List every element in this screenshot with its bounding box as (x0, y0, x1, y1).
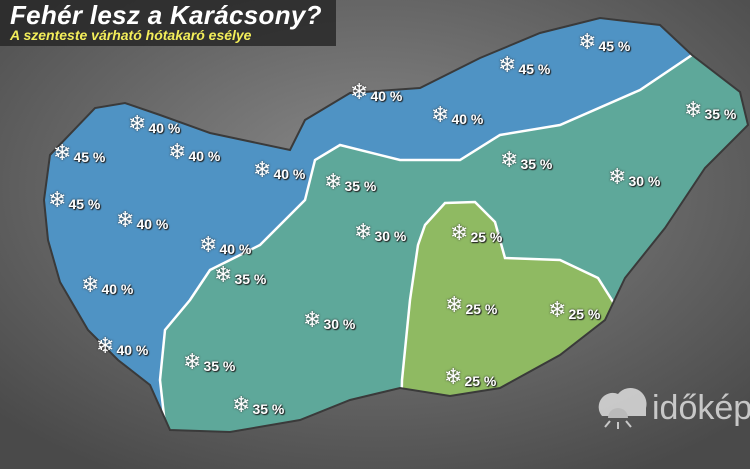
snowflake-icon: ❄ (350, 79, 369, 104)
chance-label: 40 % (273, 166, 306, 182)
snowflake-icon: ❄ (498, 52, 517, 77)
chance-label: 35 % (520, 156, 553, 172)
chance-label: 40 % (136, 216, 169, 232)
chance-label: 40 % (101, 281, 134, 297)
snow-chance-marker: ❄ 30 % (303, 307, 356, 333)
chance-label: 25 % (465, 301, 498, 317)
snowflake-icon: ❄ (354, 219, 373, 244)
chance-label: 30 % (323, 316, 356, 332)
snowflake-icon: ❄ (96, 333, 115, 358)
snowflake-icon: ❄ (431, 102, 450, 127)
map-subtitle: A szenteste várható hótakaró esélye (10, 27, 252, 43)
chance-label: 40 % (370, 88, 403, 104)
snowflake-icon: ❄ (450, 220, 469, 245)
snowflake-icon: ❄ (324, 169, 343, 194)
map-title: Fehér lesz a Karácsony? (10, 0, 322, 30)
snowflake-icon: ❄ (444, 364, 463, 389)
sun-cloud-icon (598, 387, 647, 429)
chance-label: 35 % (344, 178, 377, 194)
snowflake-icon: ❄ (608, 164, 627, 189)
chance-label: 35 % (704, 106, 737, 122)
snowflake-icon: ❄ (303, 307, 322, 332)
chance-label: 45 % (518, 61, 551, 77)
snowflake-icon: ❄ (578, 29, 597, 54)
chance-label: 40 % (188, 148, 221, 164)
chance-label: 45 % (68, 196, 101, 212)
snowflake-icon: ❄ (500, 147, 519, 172)
snow-chance-marker: ❄ 40 % (128, 111, 181, 137)
chance-label: 25 % (464, 373, 497, 389)
snow-chance-marker: ❄ 25 % (445, 292, 498, 318)
snow-chance-marker: ❄ 35 % (232, 392, 285, 418)
snow-chance-marker: ❄ 35 % (324, 169, 377, 195)
snow-chance-marker: ❄ 40 % (116, 207, 169, 233)
chance-label: 40 % (219, 241, 252, 257)
snowflake-icon: ❄ (548, 297, 567, 322)
snow-chance-marker: ❄ 40 % (253, 157, 306, 183)
chance-label: 25 % (568, 306, 601, 322)
snowflake-icon: ❄ (253, 157, 272, 182)
snowflake-icon: ❄ (81, 272, 100, 297)
snow-chance-marker: ❄ 30 % (608, 164, 661, 190)
snowflake-icon: ❄ (232, 392, 251, 417)
snow-chance-marker: ❄ 35 % (684, 97, 737, 123)
chance-label: 30 % (374, 228, 407, 244)
snow-chance-marker: ❄ 45 % (578, 29, 631, 55)
chance-label: 40 % (451, 111, 484, 127)
snowflake-icon: ❄ (116, 207, 135, 232)
snowflake-icon: ❄ (128, 111, 147, 136)
idokep-logo: időkép (596, 386, 750, 430)
snowflake-icon: ❄ (214, 262, 233, 287)
snowflake-icon: ❄ (183, 349, 202, 374)
snow-chance-marker: ❄ 45 % (53, 140, 106, 166)
snowflake-icon: ❄ (199, 232, 218, 257)
snow-chance-marker: ❄ 40 % (96, 333, 149, 359)
snow-chance-marker: ❄ 25 % (444, 364, 497, 390)
chance-label: 45 % (73, 149, 106, 165)
snow-chance-marker: ❄ 35 % (183, 349, 236, 375)
snow-chance-marker: ❄ 35 % (214, 262, 267, 288)
title-box: Fehér lesz a Karácsony? A szenteste várh… (0, 0, 336, 46)
snow-chance-marker: ❄ 40 % (168, 139, 221, 165)
chance-label: 35 % (203, 358, 236, 374)
logo-text: időkép (652, 388, 750, 427)
chance-label: 45 % (598, 38, 631, 54)
chance-label: 25 % (470, 229, 503, 245)
snow-chance-marker: ❄ 45 % (498, 52, 551, 78)
snowflake-icon: ❄ (53, 140, 72, 165)
chance-label: 40 % (116, 342, 149, 358)
snow-chance-marker: ❄ 30 % (354, 219, 407, 245)
snow-chance-marker: ❄ 45 % (48, 187, 101, 213)
country-border (42, 16, 750, 434)
snow-chance-marker: ❄ 40 % (431, 102, 484, 128)
snowflake-icon: ❄ (168, 139, 187, 164)
snow-chance-marker: ❄ 35 % (500, 147, 553, 173)
snowflake-icon: ❄ (48, 187, 67, 212)
chance-label: 40 % (148, 120, 181, 136)
chance-label: 30 % (628, 173, 661, 189)
snow-chance-marker: ❄ 40 % (350, 79, 403, 105)
snowflake-icon: ❄ (445, 292, 464, 317)
snow-chance-marker: ❄ 40 % (199, 232, 252, 258)
snowflake-icon: ❄ (684, 97, 703, 122)
chance-label: 35 % (234, 271, 267, 287)
snow-chance-marker: ❄ 25 % (548, 297, 601, 323)
snow-chance-marker: ❄ 40 % (81, 272, 134, 298)
chance-label: 35 % (252, 401, 285, 417)
snow-chance-marker: ❄ 25 % (450, 220, 503, 246)
